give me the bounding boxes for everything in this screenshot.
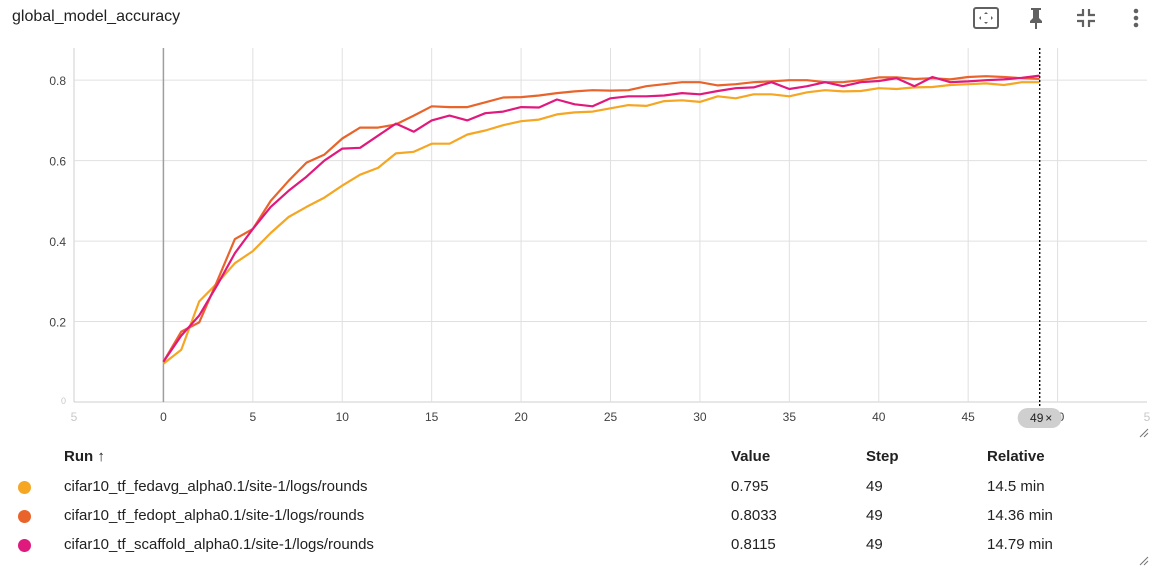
pin-icon (1030, 8, 1042, 29)
value-column-header[interactable]: Value (731, 448, 771, 465)
x-tick-label: 5 (71, 410, 78, 424)
run-relative: 14.5 min (987, 478, 1045, 495)
y-tick-label: 0.2 (49, 316, 66, 330)
run-column-header[interactable]: Run ↑ (64, 448, 105, 465)
fit-domain-button[interactable] (971, 4, 1001, 32)
hover-step-chip (1017, 408, 1062, 428)
table-row[interactable]: cifar10_tf_fedopt_alpha0.1/site-1/logs/r… (0, 501, 1165, 529)
card-toolbar (971, 4, 1151, 32)
x-tick-label: 35 (783, 410, 797, 424)
x-tick-label: 10 (336, 410, 350, 424)
x-tick-label: 45 (961, 410, 975, 424)
hover-step-label: 49 (1030, 411, 1044, 425)
run-relative: 14.36 min (987, 507, 1053, 524)
pin-button[interactable] (1021, 4, 1051, 32)
fit-domain-icon (973, 7, 999, 29)
more-vert-icon (1133, 8, 1139, 28)
run-value: 0.795 (731, 478, 769, 495)
x-tick-label: 5 (249, 410, 256, 424)
run-color-dot (18, 481, 31, 494)
y-tick-label: 0 (61, 396, 66, 406)
x-tick-label: 20 (514, 410, 528, 424)
chart-resize-handle-icon[interactable] (1139, 428, 1149, 438)
line-chart[interactable]: 00.20.40.60.8505101520253035404550549× (0, 40, 1165, 440)
run-value: 0.8033 (731, 507, 777, 524)
sort-ascending-icon: ↑ (97, 448, 105, 465)
close-icon[interactable]: × (1045, 411, 1052, 425)
run-color-dot (18, 510, 31, 523)
series-line (162, 74, 1040, 363)
series-line (162, 75, 1040, 363)
x-tick-label: 0 (160, 410, 167, 424)
run-relative: 14.79 min (987, 536, 1053, 553)
collapse-icon (1077, 9, 1095, 27)
run-name: cifar10_tf_fedopt_alpha0.1/site-1/logs/r… (64, 507, 365, 524)
run-step: 49 (866, 536, 883, 553)
y-tick-label: 0.8 (49, 74, 66, 88)
chart-title: global_model_accuracy (12, 8, 181, 25)
step-column-header[interactable]: Step (866, 448, 899, 465)
table-row[interactable]: cifar10_tf_scaffold_alpha0.1/site-1/logs… (0, 530, 1165, 558)
x-tick-label: 30 (693, 410, 707, 424)
series-line (162, 81, 1040, 365)
x-tick-label: 15 (425, 410, 439, 424)
y-tick-label: 0.4 (49, 235, 66, 249)
more-options-button[interactable] (1121, 4, 1151, 32)
relative-column-header[interactable]: Relative (987, 448, 1045, 465)
x-tick-label: 5 (1144, 410, 1151, 424)
collapse-button[interactable] (1071, 4, 1101, 32)
run-header-label: Run (64, 448, 94, 465)
run-value: 0.8115 (731, 536, 776, 553)
run-step: 49 (866, 478, 883, 495)
run-name: cifar10_tf_scaffold_alpha0.1/site-1/logs… (64, 536, 374, 553)
table-resize-handle-icon[interactable] (1139, 556, 1149, 566)
table-row[interactable]: cifar10_tf_fedavg_alpha0.1/site-1/logs/r… (0, 472, 1165, 500)
run-color-dot (18, 539, 31, 552)
x-tick-label: 25 (604, 410, 618, 424)
y-tick-label: 0.6 (49, 155, 66, 169)
run-name: cifar10_tf_fedavg_alpha0.1/site-1/logs/r… (64, 478, 368, 495)
x-tick-label: 40 (872, 410, 886, 424)
run-step: 49 (866, 507, 883, 524)
